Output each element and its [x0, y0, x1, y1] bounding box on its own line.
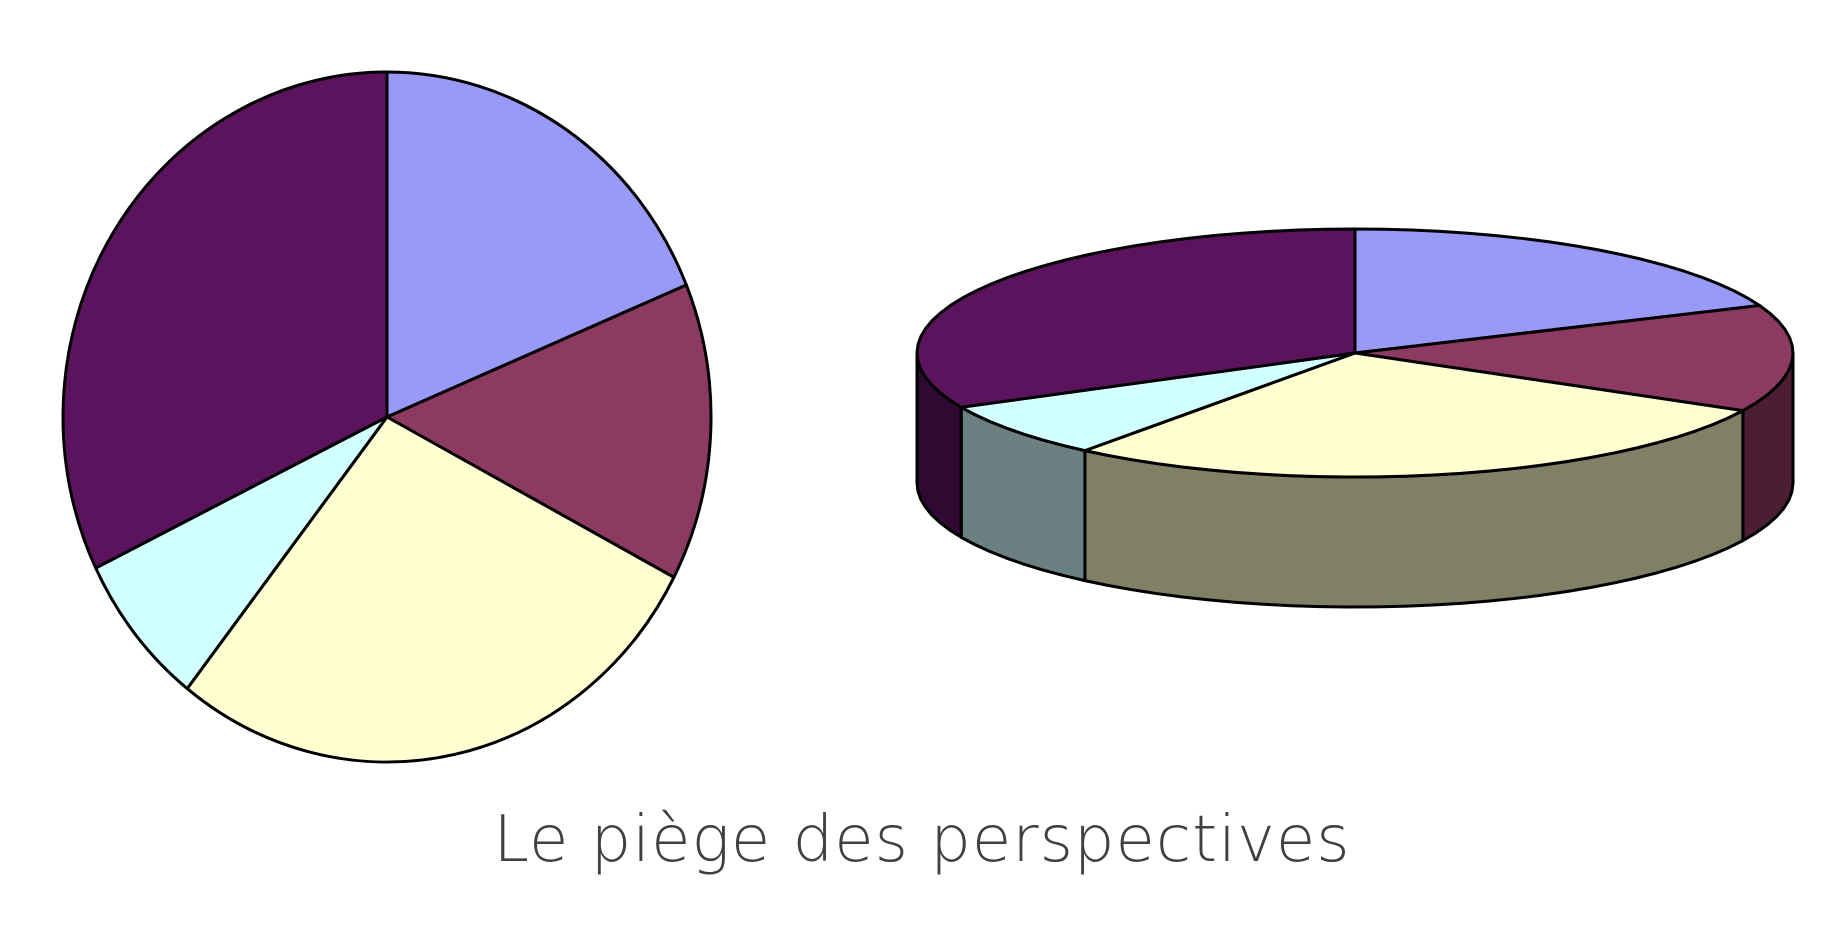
pie-3d-top: [915, 227, 1795, 479]
pie-slice-4: [94, 415, 389, 691]
pie-slice-1: [385, 70, 688, 419]
pie-3d-top-slice-4: [959, 351, 1357, 453]
pie-slice-5: [61, 70, 389, 570]
pie-slice-3: [185, 415, 676, 764]
perspective-pie-chart: [915, 227, 1795, 609]
flat-pie-chart: [61, 70, 713, 764]
pie-3d-top-slice-3: [1083, 351, 1745, 479]
slide-caption: Le piège des perspectives: [493, 803, 1351, 877]
pie-3d-top-slice-1: [1353, 227, 1762, 355]
pie-3d-top-slice-5: [915, 227, 1357, 409]
pie-slice-2: [385, 283, 713, 579]
pie-3d-top-slice-2: [1353, 304, 1795, 413]
